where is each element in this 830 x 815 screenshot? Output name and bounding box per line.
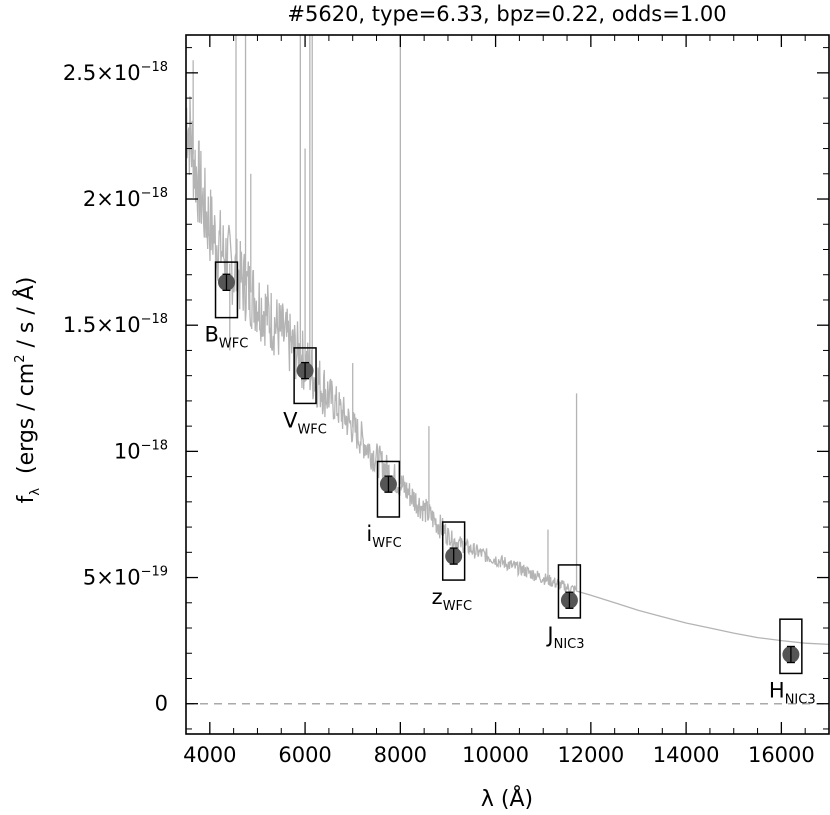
y-tick-label-0: 0: [155, 692, 168, 716]
y-tick-label-2e-18: 2×10−18: [83, 186, 168, 211]
filter-box-H: [779, 618, 803, 675]
filter-box-V: [293, 347, 317, 405]
plot-area: BWFC VWFC iWFC zWFC JNIC3 HNIC3: [186, 35, 829, 707]
y-axis-label-units-rest: / s / Å): [12, 277, 39, 355]
filter-box-B: [214, 261, 239, 319]
x-tick-label-8000: 8000: [374, 743, 427, 767]
y-axis-label-units: (ergs / cm: [14, 363, 39, 474]
y-axis-label-lambda: λ: [28, 488, 43, 496]
band-label-z: zWFC: [432, 585, 472, 614]
x-tick-label-6000: 6000: [278, 743, 331, 767]
y-tick-label-1.5e-18: 1.5×10−18: [63, 312, 168, 337]
y-tick-label-5e-19: 5×10−19: [83, 565, 168, 590]
band-label-B: BWFC: [204, 323, 248, 352]
plot-frame: [185, 34, 830, 735]
chart-title: #5620, type=6.33, bpz=0.22, odds=1.00: [287, 2, 726, 26]
filter-box-J: [557, 564, 582, 619]
x-tick-label-16000: 16000: [748, 743, 815, 767]
y-tick-label-1e-18: 10−18: [114, 438, 168, 463]
x-tick-label-10000: 10000: [462, 743, 529, 767]
band-label-V: VWFC: [283, 408, 327, 437]
band-label-i: iWFC: [366, 522, 401, 551]
svg-text:fλ(ergs / cm2 / s / Å): fλ (ergs / cm2 / s / Å): [12, 277, 43, 504]
y-axis-label-sup: 2: [13, 355, 28, 363]
filter-box-i: [376, 460, 401, 518]
y-axis-label-f: f: [14, 494, 39, 503]
x-axis-label: λ (Å): [481, 785, 533, 812]
x-tick-label-12000: 12000: [557, 743, 624, 767]
band-label-J: JNIC3: [545, 623, 584, 652]
filter-box-z: [441, 521, 466, 581]
y-axis-label: fλ (ergs / cm2 / s / Å): [12, 277, 43, 504]
x-tick-label-14000: 14000: [653, 743, 720, 767]
spectrum-line: [186, 96, 829, 646]
y-tick-label-2.5e-18: 2.5×10−18: [63, 60, 168, 85]
x-tick-label-4000: 4000: [183, 743, 236, 767]
band-label-H: HNIC3: [769, 678, 816, 707]
axes: 4000 6000 8000 10000 12000 14000 16000 0 5×10−19…: [63, 34, 830, 767]
